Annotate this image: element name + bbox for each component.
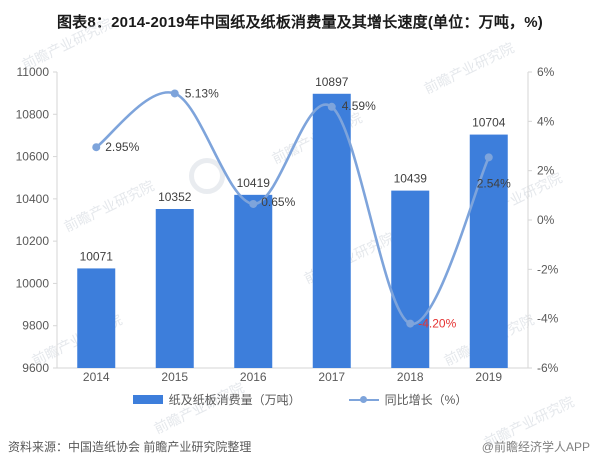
chart-title: 图表8：2014-2019年中国纸及纸板消费量及其增长速度(单位：万吨，%) — [56, 14, 543, 31]
chart-legend: 纸及纸板消费量（万吨） 同比增长（%） — [0, 391, 600, 408]
x-axis-category-label: 2017 — [318, 370, 345, 384]
bar-value-label: 10897 — [315, 75, 349, 89]
right-axis-tick-label: 6% — [537, 65, 555, 79]
legend-label-growth: 同比增长（%） — [384, 393, 468, 407]
right-axis-tick-label: 0% — [537, 213, 555, 227]
line-value-label: 4.59% — [342, 99, 376, 113]
line-point-marker — [406, 319, 415, 328]
line-value-label: -4.20% — [418, 317, 456, 331]
line-value-label: 2.95% — [105, 140, 139, 154]
x-axis-category-label: 2018 — [397, 370, 424, 384]
right-axis-tick-label: -2% — [537, 262, 559, 276]
combo-bar-line-chart: 9600 9800 10000 10200 10400 10600 10800 11000 -6… — [16, 65, 559, 384]
consumption-bar — [155, 209, 194, 368]
consumption-bar — [234, 194, 273, 368]
line-value-label: 5.13% — [185, 86, 219, 100]
left-axis-tick-label: 10400 — [16, 192, 50, 206]
bar-series-swatch-icon — [132, 395, 163, 404]
bar-value-label: 10352 — [158, 190, 192, 204]
line-point-marker — [249, 199, 258, 208]
bar-value-label: 10704 — [472, 116, 506, 130]
line-value-label: 2.54% — [477, 176, 511, 190]
left-axis-tick-label: 9600 — [22, 361, 49, 375]
right-axis-tick-label: 4% — [537, 114, 555, 128]
bar-value-label: 10439 — [394, 172, 428, 186]
legend-item-consumption: 纸及纸板消费量（万吨） — [132, 391, 301, 408]
left-axis-tick-label: 11000 — [17, 65, 50, 79]
right-axis-tick-label: 2% — [537, 164, 555, 178]
right-axis-tick-label: -4% — [537, 312, 559, 326]
data-source-text: 资料来源：中国造纸协会 前瞻产业研究院整理 — [8, 440, 252, 454]
consumption-bar — [469, 134, 508, 368]
left-axis-tick-label: 10200 — [16, 234, 50, 248]
left-axis-tick-label: 9800 — [22, 319, 49, 333]
consumption-bar — [391, 190, 430, 368]
line-point-marker — [327, 102, 336, 111]
x-axis-category-label: 2015 — [161, 370, 188, 384]
line-point-marker — [170, 89, 179, 98]
bar-value-label: 10419 — [237, 176, 271, 190]
legend-label-consumption: 纸及纸板消费量（万吨） — [168, 393, 301, 407]
x-axis-category-label: 2016 — [240, 370, 267, 384]
legend-item-growth: 同比增长（%） — [348, 391, 468, 408]
footer-bar: 资料来源：中国造纸协会 前瞻产业研究院整理 @前瞻经济学人APP — [0, 438, 600, 455]
x-axis-category-label: 2014 — [83, 370, 110, 384]
bar-value-label: 10071 — [80, 249, 114, 263]
left-axis-tick-label: 10800 — [16, 107, 50, 121]
left-axis-tick-label: 10000 — [16, 276, 50, 290]
line-value-label: 0.65% — [261, 195, 295, 209]
brand-credit-text: @前瞻经济学人APP — [481, 440, 590, 454]
line-series-swatch-icon — [348, 395, 379, 404]
consumption-bar — [77, 268, 116, 368]
left-axis-tick-label: 10600 — [16, 150, 50, 164]
x-axis-category-label: 2019 — [475, 370, 502, 384]
line-point-marker — [484, 153, 493, 162]
consumption-bar — [312, 93, 351, 368]
right-axis-tick-label: -6% — [537, 361, 559, 375]
line-point-marker — [92, 143, 101, 152]
